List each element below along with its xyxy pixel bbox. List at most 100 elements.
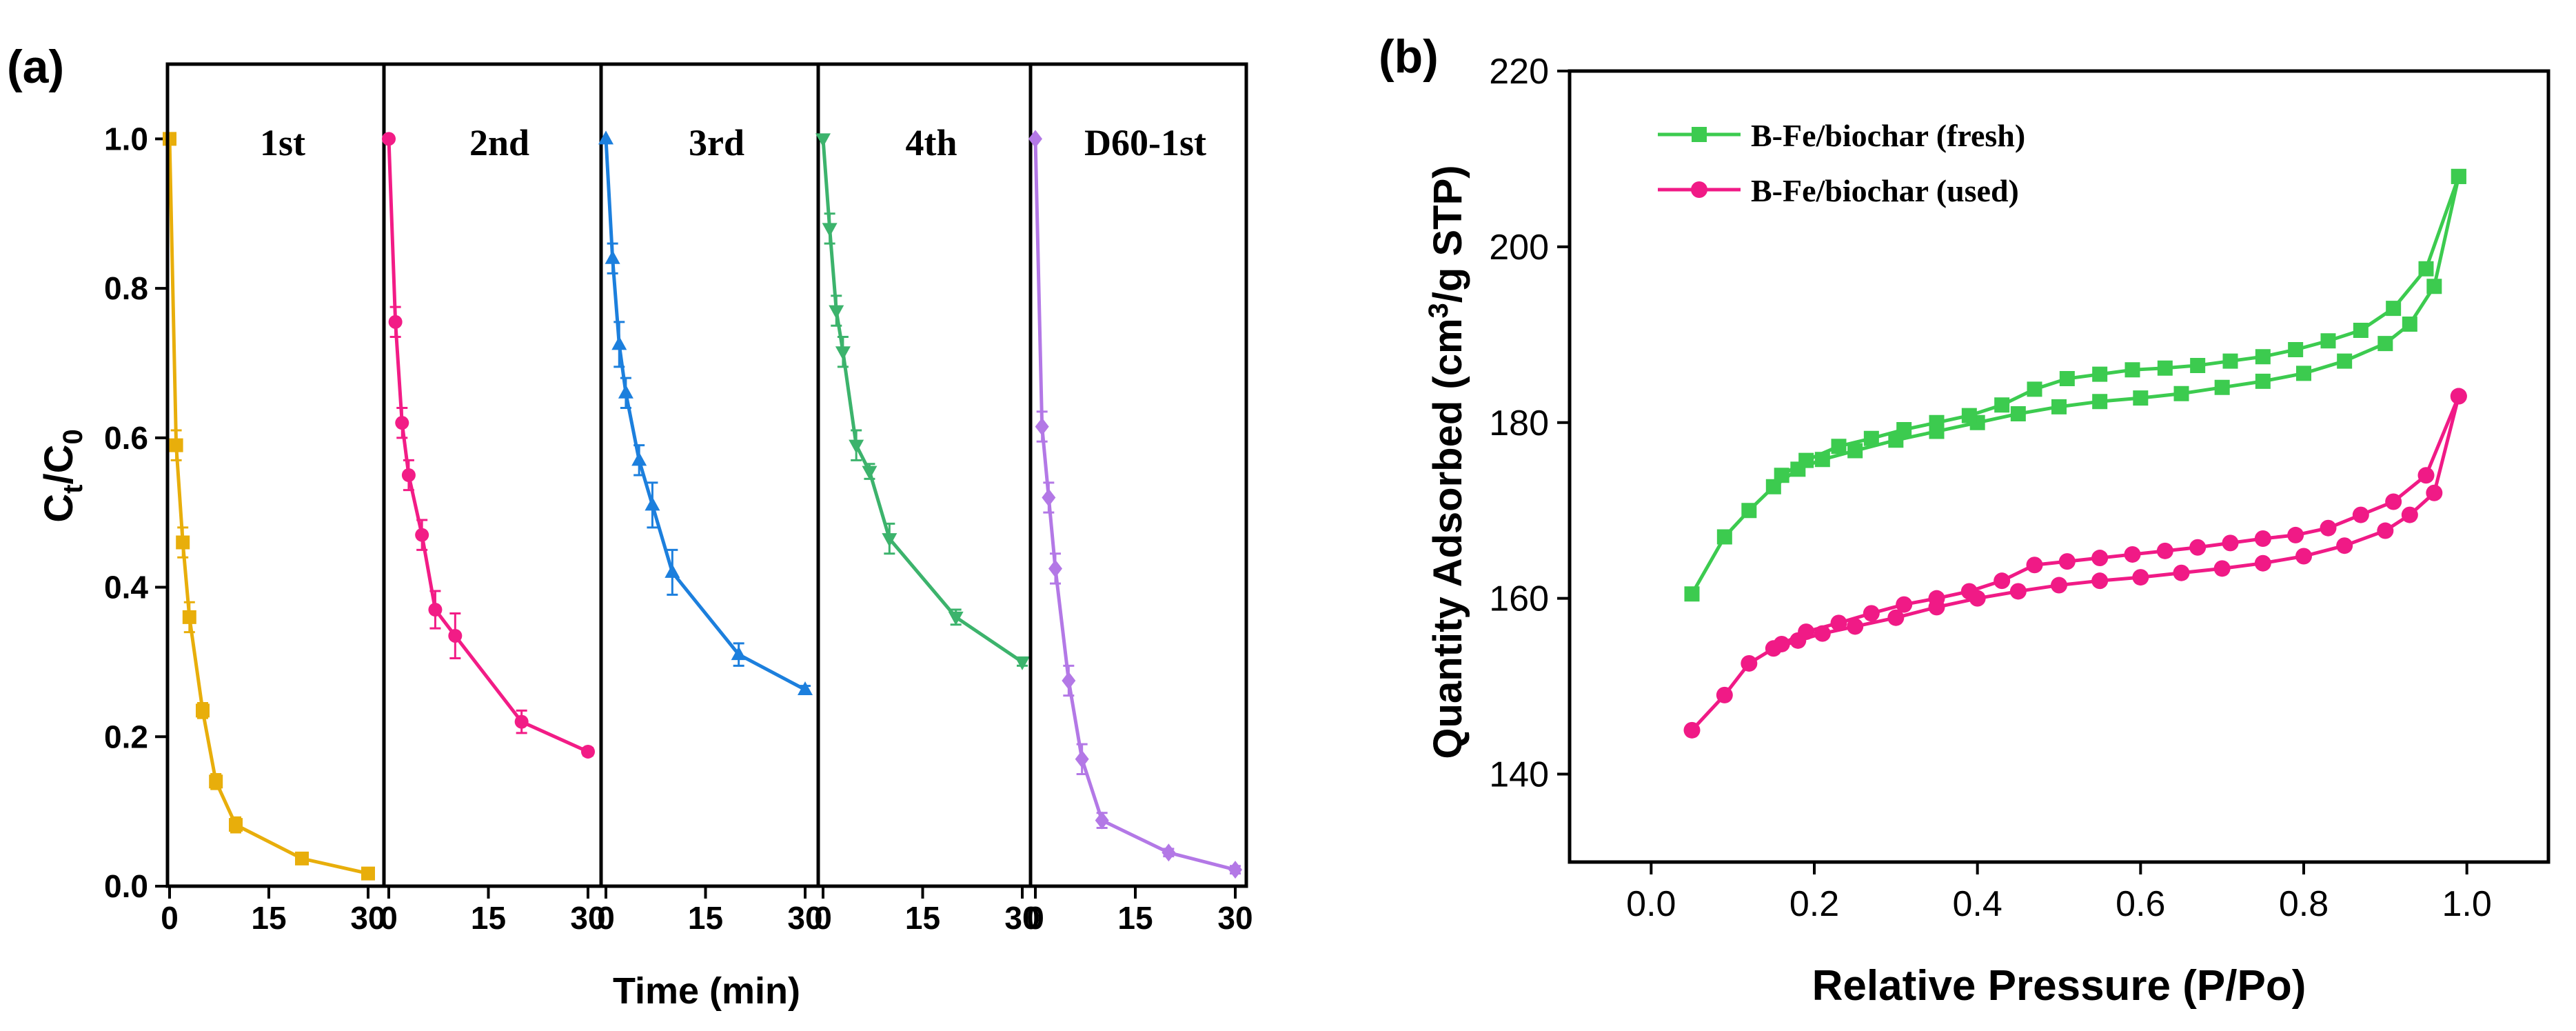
a-xtick-label: 30 [350,900,385,936]
a-xtick-label: 0 [814,900,832,936]
b-data-point [2051,399,2067,414]
b-desorption-line [1781,395,2461,646]
b-data-point [2320,519,2337,537]
a-data-point [1095,811,1109,830]
b-data-point [1928,590,1945,607]
a-ytick-label: 0.8 [104,270,148,306]
b-xtick-label: 0.2 [1789,884,1839,924]
a-data-point [731,646,747,661]
panel-a-ylabel: Ct/C0 [37,429,88,522]
b-data-point [2296,366,2311,381]
a-subpanel-label: 2nd [469,122,529,163]
a-data-point [798,681,813,696]
ylabel-b-post: /g STP) [1426,165,1470,303]
b-data-point [2173,386,2189,401]
b-xtick-label: 0.6 [2116,884,2165,924]
b-xtick-label: 0.4 [1953,884,2002,924]
a-xtick-label: 0 [380,900,398,936]
b-data-point [2336,537,2353,554]
a-data-point [163,132,176,146]
a-ytick-label: 0.6 [104,420,148,456]
b-data-point [1716,529,1732,545]
panel-b-frame [1568,69,2550,864]
b-data-point [1960,583,1978,600]
a-data-point [209,774,223,789]
panel-a-plot: 0.0 0.2 0.4 0.6 0.8 1.0 0 15 30 1st 0 15 30 2nd 0 15 30 3… [104,64,1253,936]
a-data-point [182,610,196,624]
a-xtick-label: 30 [1217,900,1252,936]
b-ytick-label: 220 [1489,52,1549,92]
a-subpanel-label: 3rd [689,122,744,163]
b-data-point [1994,397,2010,413]
b-data-point [1863,605,1880,622]
b-data-point [2426,279,2442,294]
b-data-point [2450,388,2467,405]
b-data-point [2426,484,2443,501]
b-data-point [2337,353,2353,369]
b-data-point [2051,577,2067,594]
b-data-point [1994,572,2011,590]
a-subpanel-label: D60-1st [1084,122,1206,163]
b-data-point [2009,583,2027,600]
a-xtick-label: 30 [787,900,822,936]
b-data-point [2287,526,2304,543]
a-data-point [665,563,680,578]
ylabel-a-base: C [37,494,81,523]
b-data-point [2386,301,2402,317]
a-data-point [1028,130,1042,148]
b-legend-label: B-Fe/biochar (used) [1751,173,2019,208]
a-data-point [401,468,416,482]
b-data-point [1684,586,1700,602]
b-data-point [1929,414,1945,430]
a-ytick-label: 0.2 [104,719,148,754]
a-data-point [514,714,529,729]
panel-b-xlabel: Relative Pressure (P/Po) [1812,962,2306,1010]
b-legend-marker [1692,127,1707,142]
b-ytick-label: 200 [1489,228,1549,268]
panel-a-xlabel: Time (min) [613,970,800,1012]
b-adsorption-line [1690,176,2461,595]
b-data-point [2352,506,2369,523]
b-xtick-label: 0.8 [2279,884,2329,924]
b-data-point [1773,635,1790,652]
b-data-point [1831,439,1847,454]
a-data-point [1042,488,1056,507]
a-data-point [1015,656,1030,670]
a-data-point [176,535,190,550]
a-data-point [882,533,897,548]
a-data-point [1035,417,1049,436]
ylabel-a-sub1: t [58,485,88,494]
b-data-point [1896,596,1913,613]
b-legend-label: B-Fe/biochar (fresh) [1751,118,2025,153]
a-xtick-label: 0 [1026,900,1044,936]
a-xtick-label: 0 [597,900,615,936]
a-xtick-label: 0 [161,900,179,936]
a-data-point [415,528,429,542]
a-ytick-label: 0.4 [104,570,148,605]
a-xtick-label: 15 [688,900,723,936]
b-data-point [2377,522,2394,539]
b-data-point [2189,539,2207,556]
b-data-point [2451,168,2466,184]
b-data-point [2255,373,2271,389]
a-data-point [948,611,964,625]
b-data-point [2058,553,2076,570]
a-data-point [1062,672,1076,690]
b-data-point [2133,390,2149,406]
a-data-point [382,132,396,146]
a-data-point [196,703,210,718]
a-xtick-label: 15 [1117,900,1153,936]
b-data-point [2010,406,2026,422]
a-series-line [168,139,369,876]
a-data-point [829,305,844,319]
ylabel-b-sup: 3 [1423,303,1454,318]
a-data-point [611,336,627,350]
panel-a-label: (a) [7,41,64,93]
a-xtick-label: 15 [471,900,506,936]
b-data-point [1863,430,1879,446]
b-data-point [2353,322,2369,338]
b-data-point [2132,569,2149,586]
b-data-point [2254,530,2271,548]
a-ytick-label: 1.0 [104,121,148,157]
